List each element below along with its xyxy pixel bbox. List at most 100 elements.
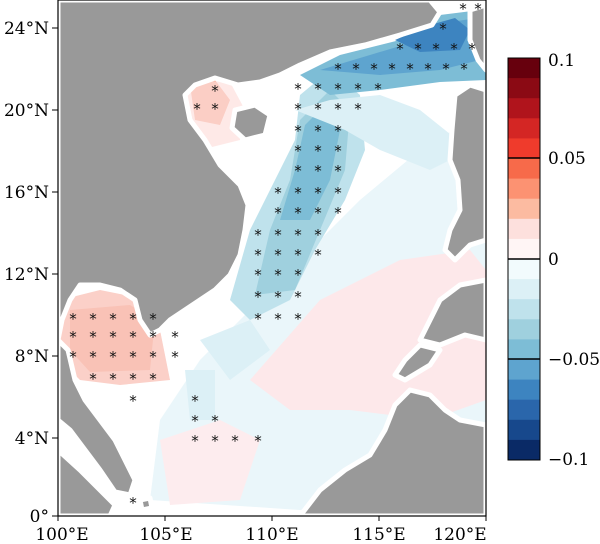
- significance-star: *: [314, 80, 322, 98]
- significance-star: *: [254, 432, 262, 450]
- significance-star: *: [314, 142, 322, 160]
- significance-star: *: [314, 100, 322, 118]
- colorbar-swatch: [508, 419, 540, 441]
- significance-star: *: [211, 100, 219, 118]
- significance-star: *: [149, 370, 157, 388]
- colorbar-swatch: [508, 359, 540, 381]
- lon-label-105E: 105°E: [139, 525, 192, 544]
- colorbar-swatch: [508, 78, 540, 99]
- significance-star: *: [129, 348, 137, 366]
- significance-star: *: [129, 392, 137, 410]
- significance-star: *: [211, 412, 219, 430]
- colorbar: 0.1 0.05 0 −0.05 −0.1: [507, 51, 600, 470]
- lat-label-16N: 16°N: [4, 183, 49, 203]
- lat-label-0: 0°: [30, 507, 49, 527]
- colorbar-label-0: 0: [548, 250, 559, 270]
- significance-star: *: [129, 328, 137, 346]
- significance-star: *: [294, 310, 302, 328]
- significance-star: *: [254, 288, 262, 306]
- significance-star: *: [129, 370, 137, 388]
- significance-star: *: [334, 100, 342, 118]
- colorbar-swatch: [508, 178, 540, 200]
- land-visayas: [417, 277, 489, 348]
- significance-star: *: [254, 310, 262, 328]
- land-palawan: [392, 342, 443, 383]
- significance-star: *: [459, 0, 467, 18]
- colorbar-swatch: [508, 58, 540, 79]
- significance-star: *: [294, 266, 302, 284]
- significance-star: *: [294, 162, 302, 180]
- significance-star: *: [109, 348, 117, 366]
- significance-star: *: [129, 310, 137, 328]
- significance-star: *: [254, 226, 262, 244]
- significance-star: *: [374, 80, 382, 98]
- significance-star: *: [334, 122, 342, 140]
- significance-star: *: [334, 162, 342, 180]
- colorbar-label-0.05: 0.05: [548, 149, 586, 169]
- significance-star: *: [294, 142, 302, 160]
- significance-star: *: [468, 40, 476, 58]
- significance-star: *: [89, 370, 97, 388]
- significance-star: *: [274, 184, 282, 202]
- lat-label-8N: 8°N: [15, 347, 49, 367]
- lon-label-110E: 110°E: [245, 525, 298, 544]
- colorbar-swatch: [508, 379, 540, 401]
- significance-star: *: [414, 40, 422, 58]
- significance-star: *: [334, 184, 342, 202]
- significance-star: *: [149, 328, 157, 346]
- significance-star: *: [191, 392, 199, 410]
- colorbar-swatch: [508, 98, 540, 119]
- significance-star: *: [370, 60, 378, 78]
- lat-label-12N: 12°N: [4, 265, 49, 285]
- significance-star: *: [274, 288, 282, 306]
- land-malay: [55, 337, 138, 498]
- colorbar-swatch: [508, 218, 540, 240]
- significance-star: *: [432, 40, 440, 58]
- land-small-island: [137, 495, 155, 513]
- lon-label-100E: 100°E: [35, 525, 88, 544]
- significance-star: *: [354, 80, 362, 98]
- colorbar-swatch: [508, 299, 540, 320]
- latitude-axis: 24°N 20°N 16°N 12°N 8°N 4°N 0°: [4, 19, 58, 527]
- significance-star: *: [354, 100, 362, 118]
- significance-star: *: [334, 204, 342, 222]
- significance-star: *: [89, 328, 97, 346]
- significance-star: *: [149, 348, 157, 366]
- colorbar-swatch: [508, 259, 540, 280]
- significance-star: *: [396, 40, 404, 58]
- significance-star: *: [274, 310, 282, 328]
- significance-star: *: [274, 266, 282, 284]
- map-panel: * * * * * * * * * * * * * * * * * * * * * * * * * * * * * * * * * * * * * * * *…: [55, 0, 489, 519]
- lat-label-4N: 4°N: [15, 429, 49, 449]
- significance-star: *: [334, 80, 342, 98]
- significance-star: *: [294, 80, 302, 98]
- significance-star: *: [171, 348, 179, 366]
- significance-star: *: [334, 60, 342, 78]
- lat-label-24N: 24°N: [4, 19, 49, 39]
- significance-star: *: [314, 204, 322, 222]
- significance-star: *: [442, 60, 450, 78]
- significance-star: *: [314, 246, 322, 264]
- colorbar-swatch: [508, 339, 540, 360]
- significance-star: *: [406, 60, 414, 78]
- lat-label-20N: 20°N: [4, 101, 49, 121]
- significance-star: *: [294, 288, 302, 306]
- colorbar-swatch: [508, 319, 540, 340]
- significance-star: *: [274, 246, 282, 264]
- significance-star: *: [191, 432, 199, 450]
- significance-star: *: [314, 162, 322, 180]
- colorbar-swatch: [508, 238, 540, 260]
- significance-star: *: [211, 82, 219, 100]
- significance-star: *: [109, 310, 117, 328]
- significance-star: *: [129, 494, 137, 512]
- significance-star: *: [69, 310, 77, 328]
- significance-star: *: [460, 60, 468, 78]
- colorbar-label-0.1: 0.1: [548, 51, 575, 71]
- significance-star: *: [109, 370, 117, 388]
- colorbar-swatch: [508, 118, 540, 139]
- colorbar-swatch: [508, 158, 540, 180]
- significance-star: *: [294, 246, 302, 264]
- significance-star: *: [314, 226, 322, 244]
- longitude-axis: 100°E 105°E 110°E 115°E 120°E: [35, 516, 487, 544]
- colorbar-swatch: [508, 198, 540, 220]
